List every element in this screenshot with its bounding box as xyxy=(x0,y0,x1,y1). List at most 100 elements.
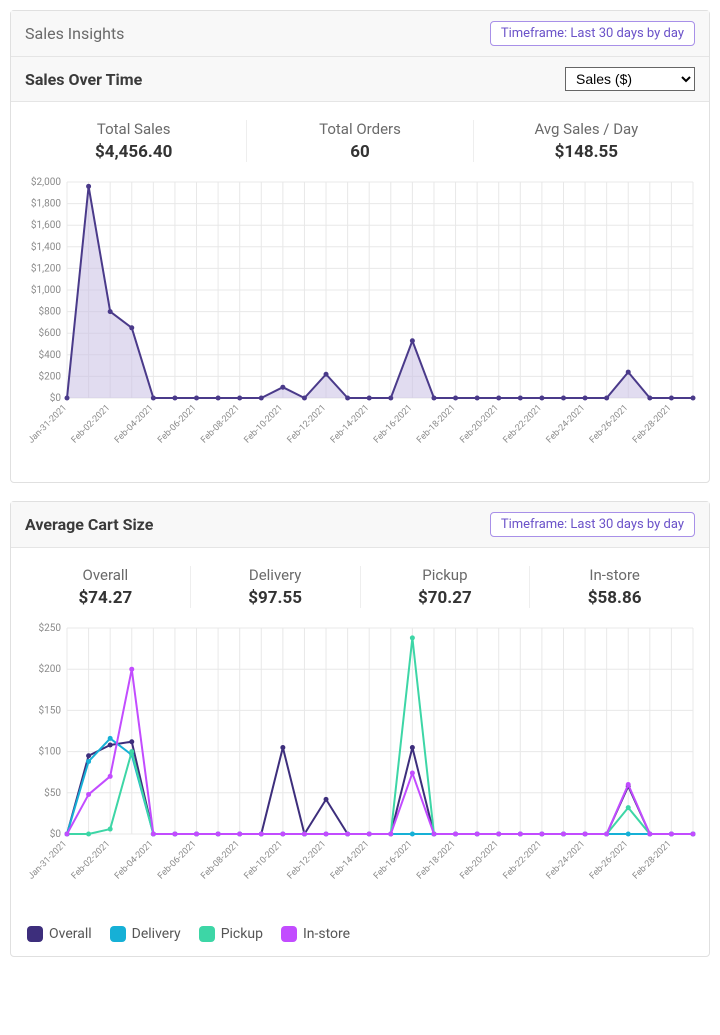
panel1-title: Sales Insights xyxy=(25,24,124,43)
metric-value: $74.27 xyxy=(21,588,190,608)
timeframe-chip-1[interactable]: Timeframe: Last 30 days by day xyxy=(490,21,695,46)
sales-chart-wrap: $0 $200 $400 $600 $800 $1,000 $1,200 $1,400 $1,6… xyxy=(11,172,709,482)
sales-insights-panel: Sales Insights Timeframe: Last 30 days b… xyxy=(10,10,710,483)
svg-text:Feb-12-2021: Feb-12-2021 xyxy=(286,403,328,445)
svg-text:$1,800: $1,800 xyxy=(31,197,61,210)
svg-text:Feb-08-2021: Feb-08-2021 xyxy=(199,403,241,445)
svg-text:Feb-10-2021: Feb-10-2021 xyxy=(243,839,285,881)
svg-text:Feb-06-2021: Feb-06-2021 xyxy=(156,839,198,881)
legend-label: Delivery xyxy=(132,926,181,942)
legend-swatch xyxy=(281,926,297,942)
metric-delivery: Delivery $97.55 xyxy=(190,566,360,608)
panel2-header: Average Cart Size Timeframe: Last 30 day… xyxy=(11,502,709,548)
svg-text:$800: $800 xyxy=(39,305,62,318)
legend-swatch xyxy=(110,926,126,942)
svg-text:Feb-04-2021: Feb-04-2021 xyxy=(113,839,155,881)
panel1-metrics: Total Sales $4,456.40Total Orders 60Avg Sa… xyxy=(11,102,709,172)
metric-label: Total Orders xyxy=(247,120,472,138)
cart-chart-wrap: $0 $50 $100 $150 $200 $250 Jan-31-2021Feb-02-2… xyxy=(11,618,709,918)
metric-in-store: In-store $58.86 xyxy=(529,566,699,608)
svg-text:Feb-28-2021: Feb-28-2021 xyxy=(631,839,673,881)
svg-text:$0: $0 xyxy=(50,391,62,404)
svg-text:Feb-22-2021: Feb-22-2021 xyxy=(502,839,544,881)
metric-label: Overall xyxy=(21,566,190,584)
svg-text:Feb-24-2021: Feb-24-2021 xyxy=(545,839,587,881)
metric-avg-sales-day: Avg Sales / Day $148.55 xyxy=(473,120,699,162)
svg-text:Feb-24-2021: Feb-24-2021 xyxy=(545,403,587,445)
svg-text:$0: $0 xyxy=(50,827,62,840)
svg-text:Feb-22-2021: Feb-22-2021 xyxy=(502,403,544,445)
metric-value: 60 xyxy=(247,142,472,162)
svg-text:Feb-14-2021: Feb-14-2021 xyxy=(329,839,371,881)
metric-label: Delivery xyxy=(191,566,360,584)
legend-item-in-store[interactable]: In-store xyxy=(281,926,350,942)
metric-value: $58.86 xyxy=(530,588,699,608)
legend-label: Overall xyxy=(49,926,92,942)
svg-text:Feb-20-2021: Feb-20-2021 xyxy=(458,403,500,445)
svg-text:Feb-02-2021: Feb-02-2021 xyxy=(70,403,112,445)
metric-pickup: Pickup $70.27 xyxy=(360,566,530,608)
legend-item-pickup[interactable]: Pickup xyxy=(199,926,263,942)
metric-total-orders: Total Orders 60 xyxy=(246,120,472,162)
metric-label: In-store xyxy=(530,566,699,584)
svg-text:Feb-04-2021: Feb-04-2021 xyxy=(113,403,155,445)
metric-total-sales: Total Sales $4,456.40 xyxy=(21,120,246,162)
metric-overall: Overall $74.27 xyxy=(21,566,190,608)
panel2-title: Average Cart Size xyxy=(25,515,153,534)
svg-text:Feb-12-2021: Feb-12-2021 xyxy=(286,839,328,881)
svg-text:Feb-26-2021: Feb-26-2021 xyxy=(588,403,630,445)
svg-text:$1,200: $1,200 xyxy=(31,261,61,274)
svg-text:Feb-18-2021: Feb-18-2021 xyxy=(415,403,457,445)
metric-value: $4,456.40 xyxy=(21,142,246,162)
svg-text:Feb-16-2021: Feb-16-2021 xyxy=(372,839,414,881)
metric-value: $148.55 xyxy=(474,142,699,162)
chart-svg: $0 $50 $100 $150 $200 $250 Jan-31-2021Feb-02-2… xyxy=(21,622,701,900)
svg-text:$400: $400 xyxy=(39,348,62,361)
svg-text:Feb-16-2021: Feb-16-2021 xyxy=(372,403,414,445)
legend-swatch xyxy=(27,926,43,942)
legend-label: Pickup xyxy=(221,926,263,942)
svg-text:$100: $100 xyxy=(39,745,62,758)
svg-text:$200: $200 xyxy=(39,662,62,675)
svg-text:Jan-31-2021: Jan-31-2021 xyxy=(27,403,70,446)
avg-cart-chart: $0 $50 $100 $150 $200 $250 Jan-31-2021Feb-02-2… xyxy=(21,622,699,900)
panel1-subheader: Sales Over Time Sales ($) xyxy=(11,57,709,102)
legend-item-overall[interactable]: Overall xyxy=(27,926,92,942)
svg-text:Jan-31-2021: Jan-31-2021 xyxy=(27,839,70,882)
svg-text:$50: $50 xyxy=(44,786,61,799)
svg-text:$150: $150 xyxy=(39,703,62,716)
metric-value: $70.27 xyxy=(361,588,530,608)
metric-label: Avg Sales / Day xyxy=(474,120,699,138)
svg-text:Feb-18-2021: Feb-18-2021 xyxy=(415,839,457,881)
svg-text:$1,000: $1,000 xyxy=(31,283,61,296)
avg-cart-panel: Average Cart Size Timeframe: Last 30 day… xyxy=(10,501,710,957)
svg-text:$1,400: $1,400 xyxy=(31,240,61,253)
metric-select[interactable]: Sales ($) xyxy=(565,67,695,91)
svg-text:$2,000: $2,000 xyxy=(31,176,61,188)
timeframe-chip-2[interactable]: Timeframe: Last 30 days by day xyxy=(490,512,695,537)
svg-text:Feb-14-2021: Feb-14-2021 xyxy=(329,403,371,445)
svg-text:Feb-08-2021: Feb-08-2021 xyxy=(199,839,241,881)
svg-text:$250: $250 xyxy=(39,622,62,634)
svg-text:Feb-26-2021: Feb-26-2021 xyxy=(588,839,630,881)
legend-swatch xyxy=(199,926,215,942)
metric-value: $97.55 xyxy=(191,588,360,608)
svg-text:Feb-10-2021: Feb-10-2021 xyxy=(243,403,285,445)
chart-svg: $0 $200 $400 $600 $800 $1,000 $1,200 $1,400 $1,6… xyxy=(21,176,701,464)
panel1-subtitle: Sales Over Time xyxy=(25,70,142,89)
svg-text:$200: $200 xyxy=(39,369,62,382)
panel1-header: Sales Insights Timeframe: Last 30 days b… xyxy=(11,11,709,57)
svg-text:Feb-02-2021: Feb-02-2021 xyxy=(70,839,112,881)
legend-item-delivery[interactable]: Delivery xyxy=(110,926,181,942)
svg-text:Feb-20-2021: Feb-20-2021 xyxy=(458,839,500,881)
metric-label: Pickup xyxy=(361,566,530,584)
svg-text:$1,600: $1,600 xyxy=(31,218,61,231)
metric-label: Total Sales xyxy=(21,120,246,138)
svg-text:$600: $600 xyxy=(39,326,62,339)
panel2-metrics: Overall $74.27Delivery $97.55Pickup $70.27I… xyxy=(11,548,709,618)
svg-text:Feb-28-2021: Feb-28-2021 xyxy=(631,403,673,445)
sales-over-time-chart: $0 $200 $400 $600 $800 $1,000 $1,200 $1,400 $1,6… xyxy=(21,176,699,464)
legend-label: In-store xyxy=(303,926,350,942)
svg-text:Feb-06-2021: Feb-06-2021 xyxy=(156,403,198,445)
cart-legend: Overall Delivery Pickup In-store xyxy=(11,918,709,956)
